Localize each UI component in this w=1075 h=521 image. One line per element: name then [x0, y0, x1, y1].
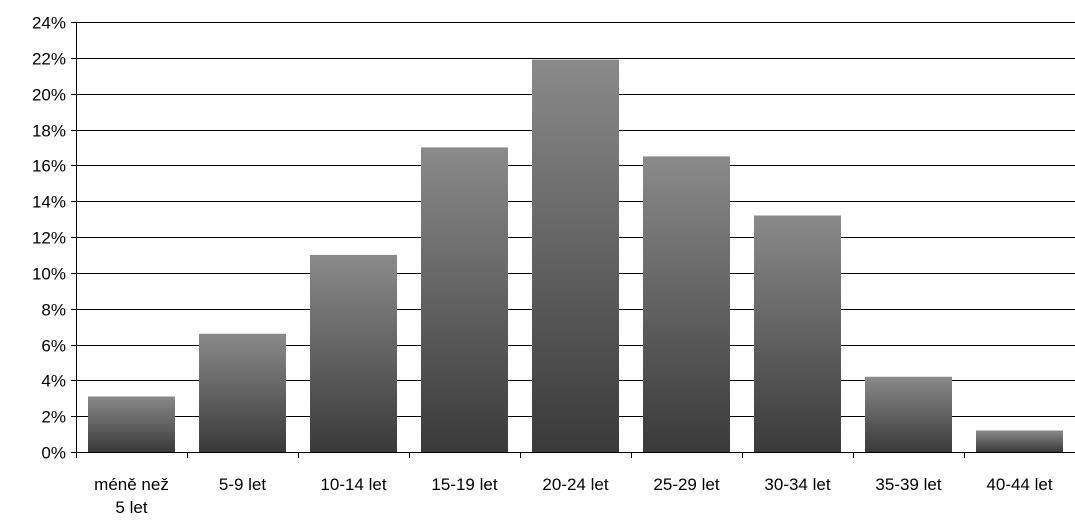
- bar: [199, 333, 286, 452]
- x-tick-label: 10-14 let: [320, 475, 386, 494]
- y-tick-label: 22%: [32, 50, 66, 69]
- y-tick-label: 6%: [41, 337, 66, 356]
- x-tick-label: 15-19 let: [431, 475, 497, 494]
- bar: [643, 156, 730, 452]
- y-tick-label: 12%: [32, 229, 66, 248]
- y-tick-label: 20%: [32, 86, 66, 105]
- y-tick-label: 2%: [41, 408, 66, 427]
- y-tick-label: 14%: [32, 193, 66, 212]
- x-tick-label: 35-39 let: [875, 475, 941, 494]
- y-tick-label: 16%: [32, 157, 66, 176]
- bar: [865, 376, 952, 452]
- bar: [754, 215, 841, 452]
- y-tick-label: 4%: [41, 372, 66, 391]
- tick-labels: 0% 2% 4% 6% 8% 10% 12% 14% 16% 18% 20% 22% 24% méně n…: [32, 14, 1053, 518]
- y-tick-label: 24%: [32, 14, 66, 33]
- axes: [71, 22, 1075, 458]
- bar: [532, 59, 619, 452]
- x-tick-label: méně než: [94, 475, 169, 494]
- x-tick-label: 5 let: [115, 498, 147, 517]
- bar: [976, 430, 1063, 452]
- x-tick-label: 5-9 let: [219, 475, 267, 494]
- y-tick-label: 0%: [41, 444, 66, 463]
- x-tick-label: 25-29 let: [653, 475, 719, 494]
- y-tick-label: 10%: [32, 265, 66, 284]
- bars: [88, 59, 1063, 452]
- bar: [310, 254, 397, 452]
- bar: [88, 396, 175, 452]
- x-tick-label: 20-24 let: [542, 475, 608, 494]
- x-tick-label: 30-34 let: [764, 475, 830, 494]
- y-tick-label: 18%: [32, 122, 66, 141]
- x-tick-label: 40-44 let: [986, 475, 1052, 494]
- y-tick-label: 8%: [41, 301, 66, 320]
- bar: [421, 147, 508, 452]
